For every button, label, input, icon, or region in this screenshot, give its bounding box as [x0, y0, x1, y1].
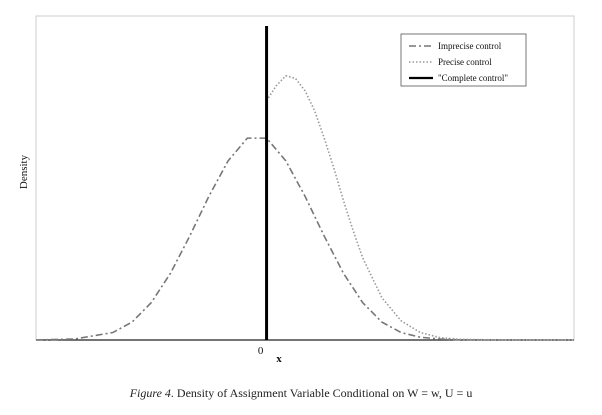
series-line-1 — [35, 137, 574, 341]
tick-layer: 0 — [258, 345, 264, 357]
figure-caption: Figure 4. Density of Assignment Variable… — [0, 386, 602, 401]
series-line-2 — [265, 74, 574, 341]
series-layer — [35, 25, 574, 341]
caption-text: . Density of Assignment Variable Conditi… — [170, 386, 473, 400]
y-axis-label: Density — [18, 154, 30, 189]
legend-label-2: Precise control — [438, 57, 492, 67]
legend-label-1: Imprecise control — [438, 41, 502, 51]
x-tick-label-1: 0 — [258, 345, 264, 357]
x-axis-label: x — [276, 353, 282, 365]
figure-label: Figure 4 — [129, 386, 171, 400]
legend-label-3: "Complete control" — [438, 73, 508, 83]
legend: Imprecise control Precise control "Complet… — [400, 33, 527, 87]
